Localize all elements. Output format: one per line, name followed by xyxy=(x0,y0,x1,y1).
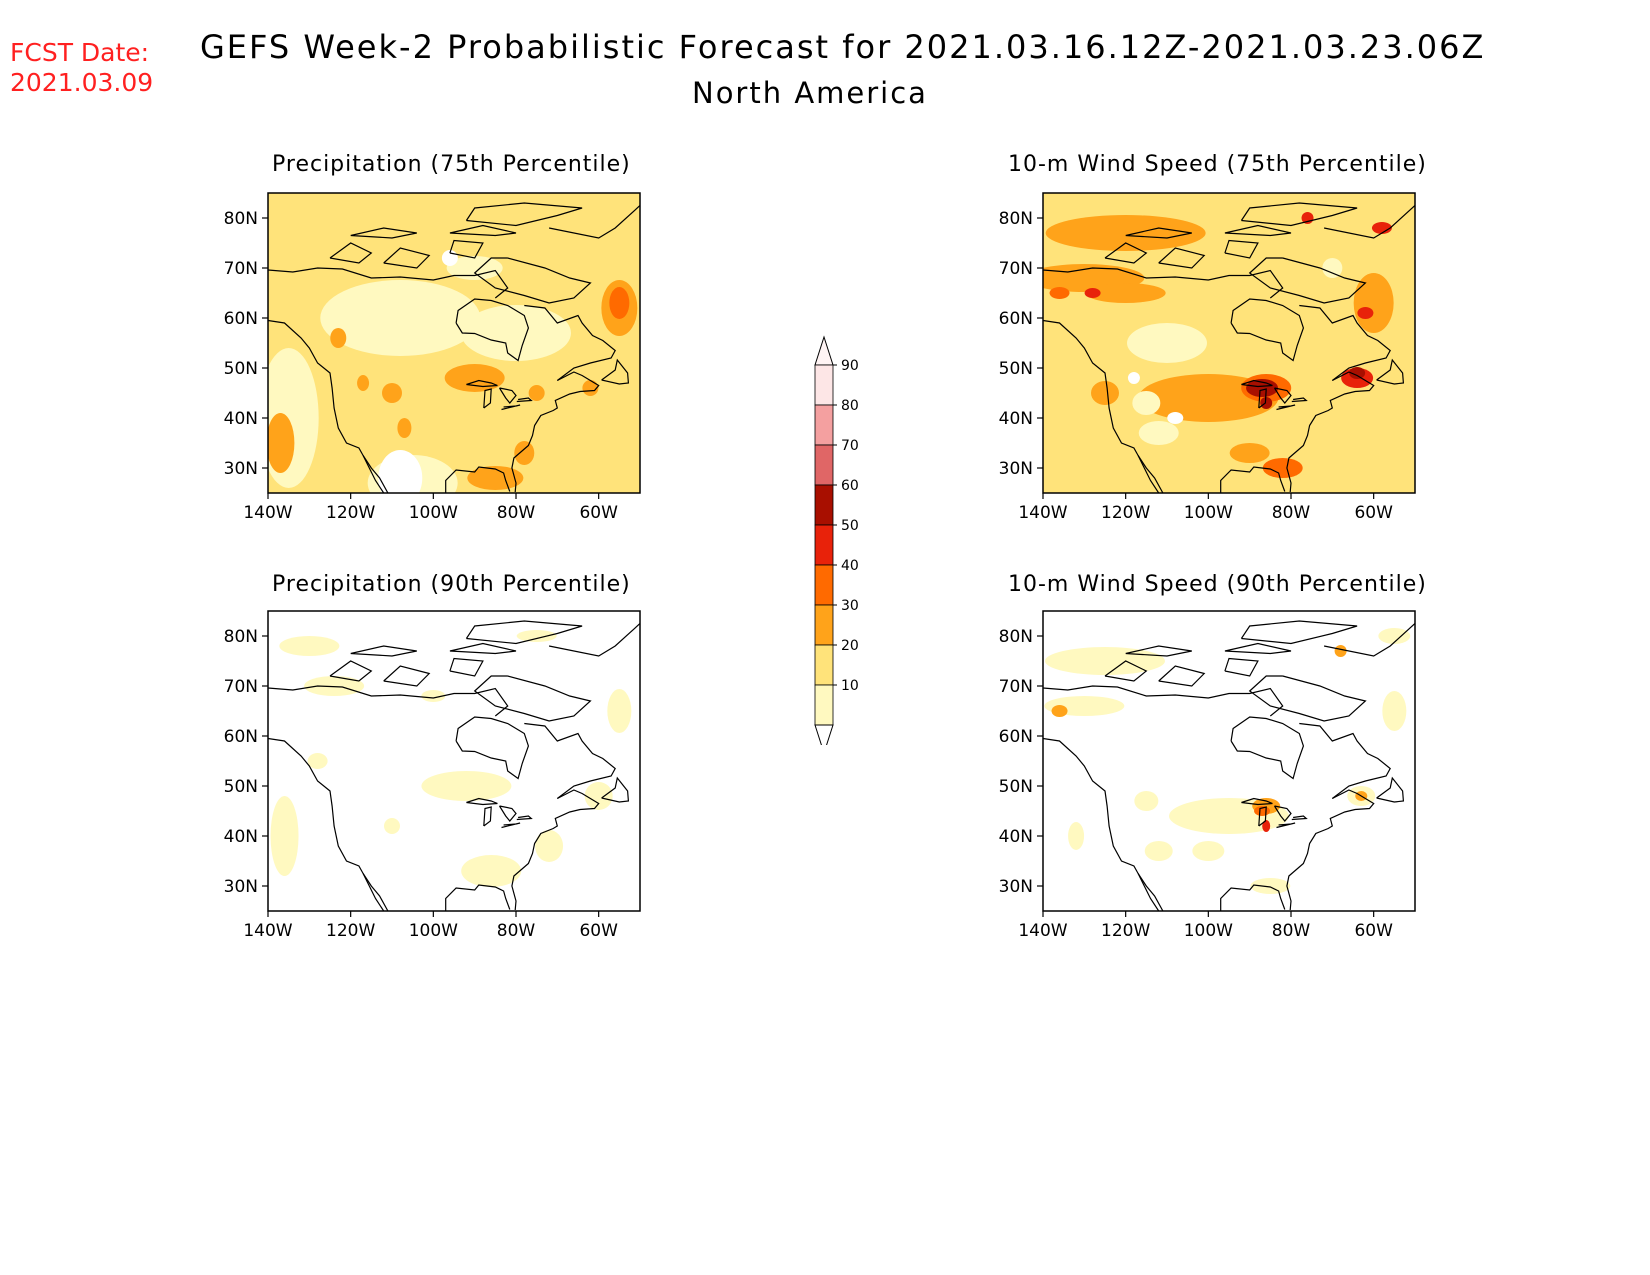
map-frame xyxy=(267,610,641,912)
lat-tick-label: 60N xyxy=(224,309,258,329)
lat-tick-label: 50N xyxy=(999,359,1033,379)
lon-tick-label: 120W xyxy=(326,503,375,523)
panel-title-precip75: Precipitation (75th Percentile) xyxy=(272,152,631,177)
lon-tick-label: 100W xyxy=(1184,921,1233,941)
forecast-date-value: 2021.03.09 xyxy=(10,68,154,97)
map-frame xyxy=(1042,192,1416,494)
lat-tick-label: 60N xyxy=(999,727,1033,747)
lat-tick-label: 30N xyxy=(999,459,1033,479)
colorbar-swatch xyxy=(814,684,834,726)
map-precip75: 80N 70N 60N 50N 40N 30N 140W 120W 100W 80W 60W xyxy=(224,192,641,523)
lat-tick-label: 80N xyxy=(999,209,1033,229)
colorbar-swatch xyxy=(814,364,834,406)
lon-tick-label: 100W xyxy=(1184,503,1233,523)
colorbar-cap xyxy=(814,724,834,745)
colorbar-swatch xyxy=(814,604,834,646)
page-title: GEFS Week-2 Probabilistic Forecast for 2… xyxy=(200,28,1486,66)
lat-tick-label: 50N xyxy=(999,777,1033,797)
colorbar-label: 40 xyxy=(841,558,859,574)
map-wind75: 80N 70N 60N 50N 40N 30N 140W 120W 100W 80W 60W xyxy=(999,192,1416,523)
lon-tick-label: 140W xyxy=(1018,921,1067,941)
probability-shading xyxy=(1043,193,1415,493)
lat-tick-label: 50N xyxy=(224,777,258,797)
map-frame xyxy=(1042,610,1416,912)
colorbar-swatch xyxy=(814,444,834,486)
map-frame xyxy=(267,192,641,494)
lon-tick-label: 80W xyxy=(1272,921,1311,941)
lon-tick-label: 140W xyxy=(1018,503,1067,523)
probability-shading xyxy=(1043,611,1415,911)
colorbar-swatch xyxy=(814,404,834,446)
region-subtitle: North America xyxy=(692,76,928,110)
lat-tick-label: 70N xyxy=(999,677,1033,697)
coastlines xyxy=(268,202,640,493)
lat-tick-label: 80N xyxy=(224,209,258,229)
lat-tick-label: 50N xyxy=(224,359,258,379)
lon-tick-label: 60W xyxy=(579,921,618,941)
panel-title-wind90: 10-m Wind Speed (90th Percentile) xyxy=(1008,572,1427,597)
coastlines xyxy=(268,620,640,911)
colorbar: 10 20 30 40 50 60 70 80 90 xyxy=(814,335,859,745)
panel-title-precip90: Precipitation (90th Percentile) xyxy=(272,572,631,597)
lon-tick-label: 60W xyxy=(1354,503,1393,523)
colorbar-label: 10 xyxy=(841,678,859,694)
forecast-date-block: FCST Date: 2021.03.09 xyxy=(10,38,153,98)
lat-tick-label: 40N xyxy=(999,409,1033,429)
colorbar-label: 80 xyxy=(841,398,859,414)
colorbar-swatch xyxy=(814,524,834,566)
lon-tick-label: 80W xyxy=(1272,503,1311,523)
coastlines xyxy=(1043,620,1415,911)
lon-tick-label: 80W xyxy=(497,503,536,523)
lat-tick-label: 30N xyxy=(999,877,1033,897)
lat-tick-label: 70N xyxy=(224,259,258,279)
probability-shading xyxy=(268,193,640,493)
colorbar-swatch xyxy=(814,564,834,606)
lon-tick-label: 60W xyxy=(1354,921,1393,941)
lon-tick-label: 80W xyxy=(497,921,536,941)
lat-tick-label: 70N xyxy=(224,677,258,697)
colorbar-swatch xyxy=(814,644,834,686)
colorbar-label: 50 xyxy=(841,518,859,534)
lat-tick-label: 60N xyxy=(224,727,258,747)
lat-tick-label: 40N xyxy=(224,827,258,847)
colorbar-label: 30 xyxy=(841,598,859,614)
lon-tick-label: 60W xyxy=(579,503,618,523)
colorbar-label: 20 xyxy=(841,638,859,654)
lon-tick-label: 140W xyxy=(243,503,292,523)
map-wind90: 80N 70N 60N 50N 40N 30N 140W 120W 100W 80W 60W xyxy=(999,610,1416,941)
lat-tick-label: 30N xyxy=(224,877,258,897)
lon-tick-label: 120W xyxy=(1101,503,1150,523)
lat-tick-label: 70N xyxy=(999,259,1033,279)
colorbar-swatch xyxy=(814,484,834,526)
lon-tick-label: 100W xyxy=(409,921,458,941)
lat-tick-label: 80N xyxy=(999,627,1033,647)
panel-title-wind75: 10-m Wind Speed (75th Percentile) xyxy=(1008,152,1427,177)
lon-tick-label: 120W xyxy=(326,921,375,941)
lat-tick-label: 80N xyxy=(224,627,258,647)
lat-tick-label: 40N xyxy=(224,409,258,429)
lat-tick-label: 40N xyxy=(999,827,1033,847)
colorbar-label: 60 xyxy=(841,478,859,494)
coastlines xyxy=(1043,202,1415,493)
probability-shading xyxy=(268,611,640,911)
colorbar-label: 90 xyxy=(841,358,859,374)
lon-tick-label: 100W xyxy=(409,503,458,523)
forecast-date-label: FCST Date: xyxy=(10,38,150,67)
lat-tick-label: 30N xyxy=(224,459,258,479)
colorbar-cap xyxy=(814,335,834,366)
lon-tick-label: 120W xyxy=(1101,921,1150,941)
colorbar-label: 70 xyxy=(841,438,859,454)
lon-tick-label: 140W xyxy=(243,921,292,941)
lat-tick-label: 60N xyxy=(999,309,1033,329)
map-precip90: 80N 70N 60N 50N 40N 30N 140W 120W 100W 80W 60W xyxy=(224,610,641,941)
